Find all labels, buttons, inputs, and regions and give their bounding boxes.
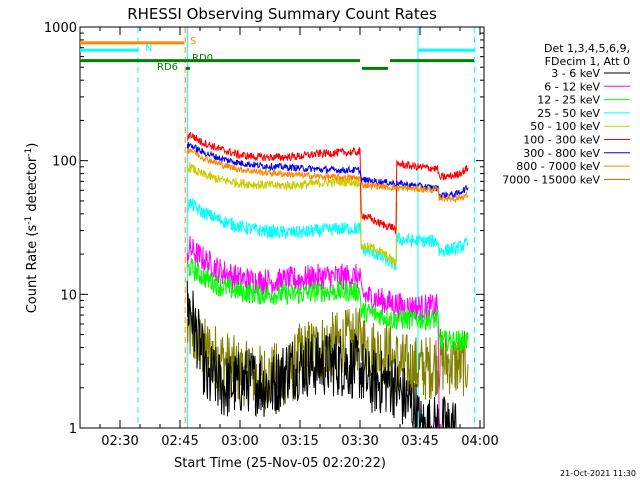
legend-label-3: 12 - 25 keV [537,94,600,107]
y-label-sup-2: -1 [24,148,34,157]
flag-label-s: S [190,36,196,47]
x-tick-label-4: 03:15 [281,434,318,449]
y-label-mid: detector [25,156,40,216]
y-label-sup-1: -1 [24,216,34,225]
y-tick-label-4: 1000 [44,21,77,36]
x-axis-label: Start Time (25-Nov-05 02:20:22) [174,456,386,471]
series-line-4 [186,198,469,271]
x-tick-label-3: 03:00 [221,434,258,449]
y-tick-label-1: 1 [69,422,77,437]
plot-area [137,27,475,429]
x-tick-label-1: 02:30 [101,434,138,449]
y-tick-label-3: 100 [52,155,77,170]
flag-bars: S N RD0 RD6 [80,36,474,73]
x-tick-label-2: 02:45 [161,434,198,449]
legend-label-9: 7000 - 15000 keV [502,173,600,186]
y-tick-label-2: 10 [60,288,77,303]
legend-label-1: 3 - 6 keV [551,67,600,80]
legend-label-6: 100 - 300 keV [523,134,600,147]
series-line-3 [186,258,469,354]
series-line-5 [186,162,398,266]
series-line-6 [186,131,469,234]
flag-label-rd6: RD6 [157,62,178,73]
legend-header-2: FDecim 1, Att 0 [545,55,630,68]
chart-title: RHESSI Observing Summary Count Rates [127,5,437,23]
series-line-1 [186,280,457,429]
y-axis-label: Count Rate (s-1 detector-1) [24,143,40,314]
legend-label-5: 50 - 100 keV [530,120,600,133]
plot-frame [79,26,485,429]
legend-header-1: Det 1,3,4,5,6,9, [544,42,630,55]
legend: Det 1,3,4,5,6,9,FDecim 1, Att 03 - 6 keV… [502,42,630,186]
flag-label-n: N [145,43,152,54]
series-line-8 [186,148,469,204]
x-tick-label-7: 04:00 [461,434,498,449]
legend-label-2: 6 - 12 keV [544,80,600,93]
footer-date: 21-Oct-2021 11:30 [560,469,636,478]
x-tick-label-6: 03:45 [401,434,438,449]
x-tick-label-5: 03:30 [341,434,378,449]
legend-label-4: 25 - 50 keV [537,107,600,120]
series-line-2 [186,236,440,429]
y-label-end: ) [25,143,40,148]
legend-label-8: 800 - 7000 keV [516,160,600,173]
y-label-main: Count Rate (s [25,225,40,314]
legend-label-7: 300 - 800 keV [523,147,600,160]
flag-label-rd0: RD0 [192,53,213,64]
axes: 02:30 02:45 03:00 03:15 03:30 03:45 04:00 1 10 10… [44,21,499,449]
